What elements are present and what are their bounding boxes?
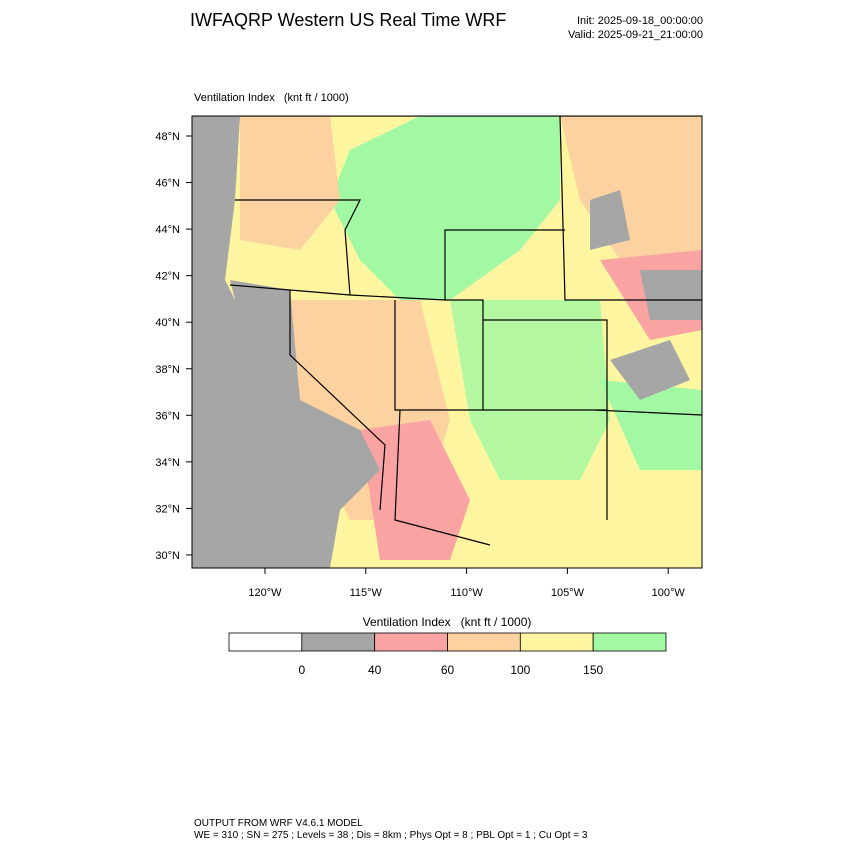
footer-line: OUTPUT FROM WRF V4.6.1 MODEL: [194, 818, 363, 829]
title: IWFAQRP Western US Real Time WRF: [190, 10, 506, 30]
lat-label: 38°N: [155, 364, 180, 376]
lon-label: 110°W: [450, 587, 483, 599]
colorbar-box: [301, 632, 376, 652]
lat-label: 34°N: [155, 457, 180, 469]
lon-label: 115°W: [350, 587, 383, 599]
lon-label: 105°W: [551, 587, 585, 599]
init-time: Init: 2025-09-18_00:00:00: [577, 15, 703, 27]
lat-label: 30°N: [155, 550, 180, 562]
colorbar-box: [592, 632, 667, 652]
lat-label: 36°N: [155, 410, 180, 422]
colorbar-label: 150: [583, 663, 603, 677]
colorbar: Ventilation Index (knt ft / 1000): [363, 615, 532, 629]
lat-label: 48°N: [155, 131, 180, 143]
lat-label: 46°N: [155, 178, 180, 190]
lat-label: 44°N: [155, 224, 180, 236]
map-label: Ventilation Index (knt ft / 1000): [194, 92, 349, 104]
colorbar-box: [374, 632, 448, 652]
colorbar-box: [447, 632, 521, 652]
lat-label: 42°N: [155, 271, 180, 283]
lon-label: 120°W: [248, 587, 282, 599]
footer-line: WE = 310 ; SN = 275 ; Levels = 38 ; Dis …: [194, 830, 588, 841]
map: [191, 115, 703, 569]
colorbar-title: Ventilation Index (knt ft / 1000): [363, 615, 532, 629]
valid-time: Valid: 2025-09-21_21:00:00: [568, 29, 703, 41]
colorbar-label: 100: [510, 663, 530, 677]
colorbar-label: 0: [298, 663, 305, 677]
lat-label: 32°N: [155, 503, 180, 515]
colorbar-box: [228, 632, 303, 652]
lon-label: 100°W: [652, 587, 686, 599]
colorbar-label: 40: [368, 663, 382, 677]
colorbar-label: 60: [441, 663, 455, 677]
colorbar-box: [519, 632, 594, 652]
lat-label: 40°N: [155, 317, 180, 329]
